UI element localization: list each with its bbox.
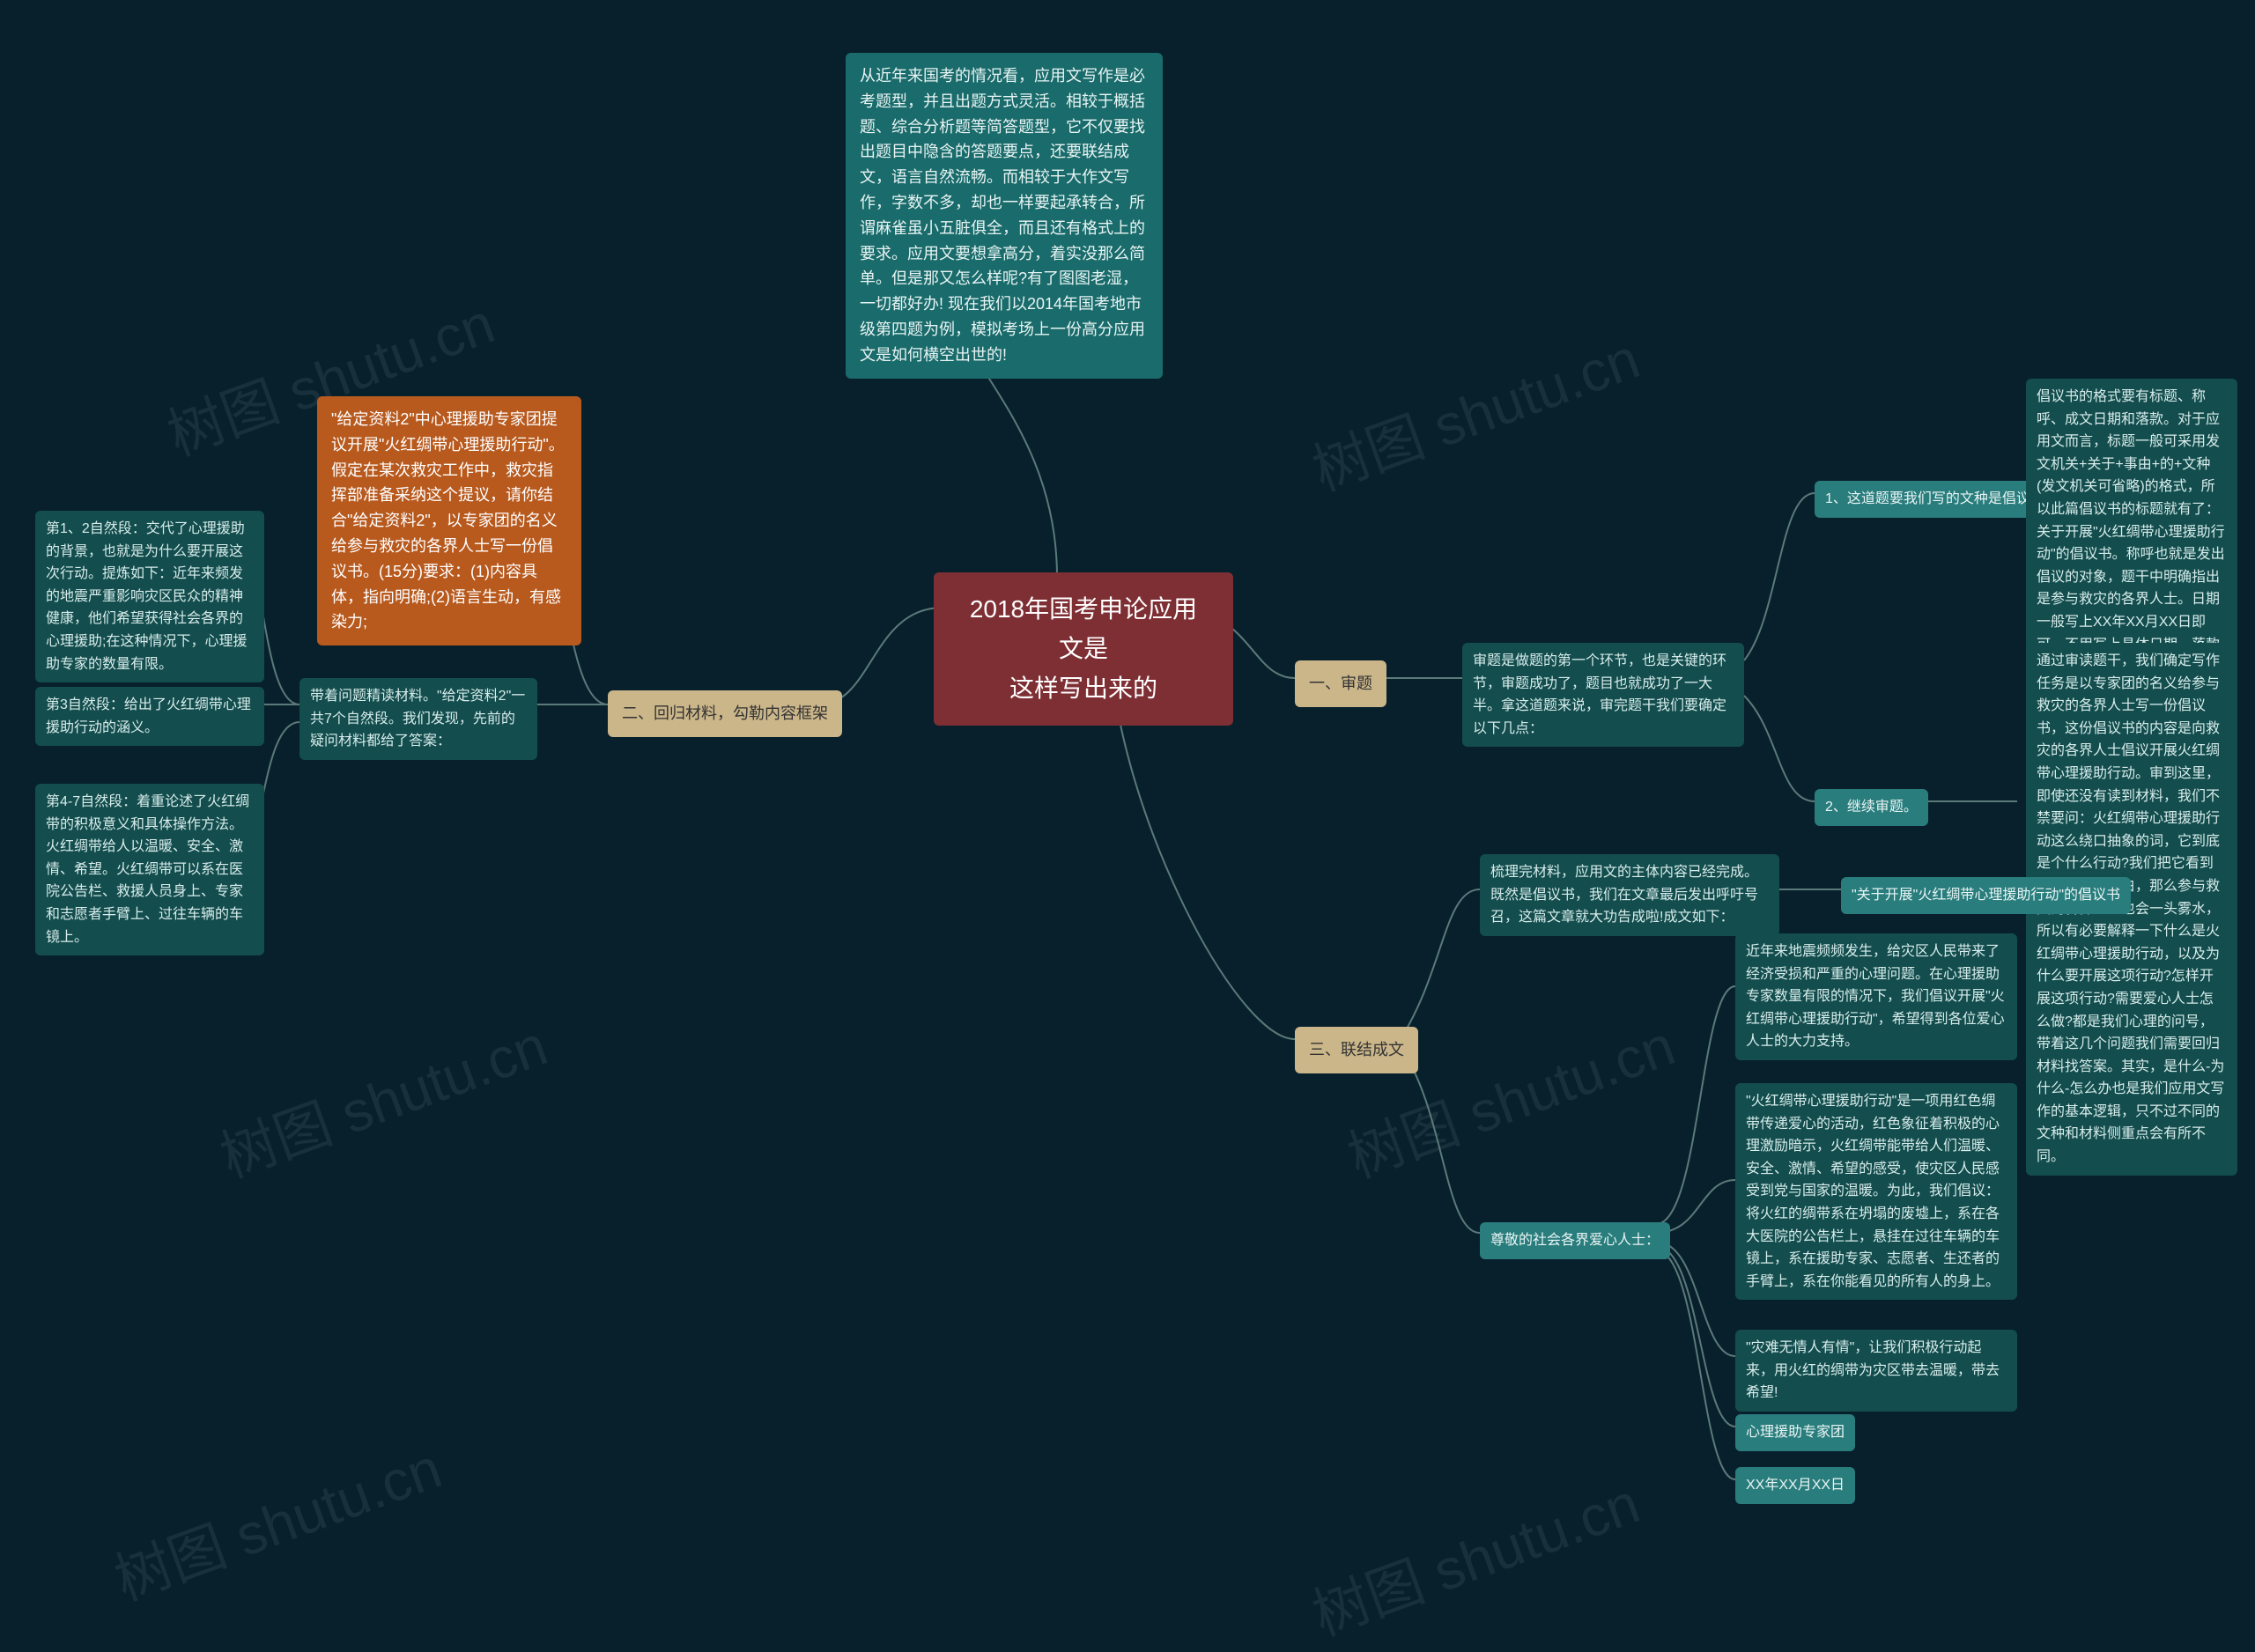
branch2-p2[interactable]: 第3自然段：给出了火红绸带心理援助行动的涵义。: [35, 687, 264, 746]
branch3-lead[interactable]: 梳理完材料，应用文的主体内容已经完成。既然是倡议书，我们在文章最后发出呼吁号召，…: [1480, 854, 1779, 936]
branch2-read[interactable]: 带着问题精读材料。"给定资料2"一共7个自然段。我们发现，先前的疑问材料都给了答…: [299, 678, 537, 760]
branch3-salutation[interactable]: 尊敬的社会各界爱心人士：: [1480, 1222, 1670, 1259]
branch3-para-intro[interactable]: 近年来地震频频发生，给灾区人民带来了经济受损和严重的心理问题。在心理援助专家数量…: [1735, 933, 2017, 1060]
branch2-p1[interactable]: 第1、2自然段：交代了心理援助的背景，也就是为什么要开展这次行动。提炼如下：近年…: [35, 511, 264, 682]
branch3-date[interactable]: XX年XX月XX日: [1735, 1467, 1855, 1504]
branch1-lead[interactable]: 审题是做题的第一个环节，也是关键的环节，审题成功了，题目也就成功了一大半。拿这道…: [1462, 643, 1744, 747]
branch2-prompt[interactable]: "给定资料2"中心理援助专家团提议开展"火红绸带心理援助行动"。假定在某次救灾工…: [317, 396, 581, 645]
root-line1: 2018年国考申论应用文是: [970, 595, 1197, 662]
branch2-title[interactable]: 二、回归材料，勾勒内容框架: [608, 690, 842, 737]
branch2-p3[interactable]: 第4-7自然段：着重论述了火红绸带的积极意义和具体操作方法。火红绸带给人以温暖、…: [35, 784, 264, 955]
branch3-para-close[interactable]: "灾难无情人有情"，让我们积极行动起来，用火红的绸带为灾区带去温暖，带去希望!: [1735, 1330, 2017, 1412]
branch3-sign[interactable]: 心理援助专家团: [1735, 1414, 1855, 1451]
branch3-doc-title[interactable]: "关于开展"火红绸带心理援助行动"的倡议书: [1841, 877, 2131, 914]
branch3-title[interactable]: 三、联结成文: [1295, 1027, 1418, 1073]
watermark: 树图 shutu.cn: [102, 1423, 451, 1616]
branch1-title[interactable]: 一、审题: [1295, 660, 1386, 707]
watermark: 树图 shutu.cn: [1300, 1458, 1649, 1651]
watermark: 树图 shutu.cn: [1300, 313, 1649, 506]
watermark: 树图 shutu.cn: [208, 1000, 557, 1193]
root-line2: 这样写出来的: [1009, 675, 1157, 702]
intro-node[interactable]: 从近年来国考的情况看，应用文写作是必考题型，并且出题方式灵活。相较于概括题、综合…: [846, 53, 1163, 379]
branch1-item2-label[interactable]: 2、继续审题。: [1815, 789, 1928, 826]
branch3-para-body[interactable]: "火红绸带心理援助行动"是一项用红色绸带传递爱心的活动，红色象征着积极的心理激励…: [1735, 1083, 2017, 1300]
root-node[interactable]: 2018年国考申论应用文是 这样写出来的: [934, 572, 1233, 726]
